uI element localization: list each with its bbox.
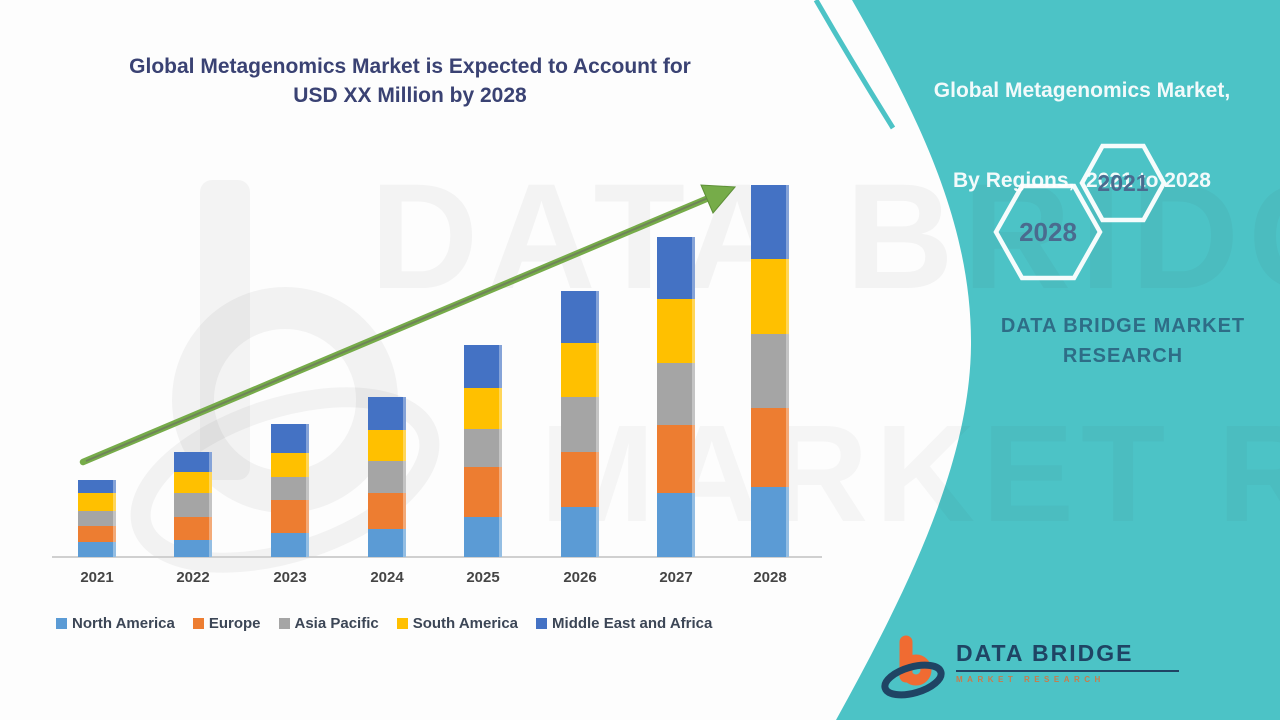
x-axis-label: 2026 [563,569,597,586]
chart-title: Global Metagenomics Market is Expected t… [60,52,760,110]
bar-segment [561,452,599,507]
bar-segment [657,237,695,299]
bar-segment [271,424,309,453]
bar-column-2023 [271,424,309,557]
bar-segment [657,493,695,557]
legend-label: Europe [208,615,261,632]
chart-title-line1: Global Metagenomics Market is Expected t… [129,55,691,78]
bar-segment [174,493,212,517]
legend-swatch [536,618,548,629]
bar-segment [368,397,406,430]
legend-label: Asia Pacific [294,615,379,632]
legend-swatch [396,618,408,629]
x-axis-label: 2025 [466,569,500,586]
bar-segment [368,430,406,461]
logo-tagline: MARKET RESEARCH [956,675,1105,684]
bar-segment [751,185,789,259]
bar-segment [464,345,502,388]
bar-segment [271,500,309,533]
teal-accent-curve [813,0,896,130]
legend-item: South America [396,615,519,632]
x-axis-label: 2022 [176,569,210,586]
legend-label: South America [412,615,519,632]
bar-segment [657,425,695,493]
legend-swatch [192,618,204,629]
bar-segment [561,397,599,452]
bar-segment [751,259,789,334]
bar-segment [657,363,695,425]
brand-text-line2: RESEARCH [1062,345,1184,367]
bar-segment [464,388,502,429]
bar-column-2021 [78,480,116,557]
bar-segment [174,452,212,472]
bar-segment [464,429,502,467]
bar-column-2028 [751,185,789,557]
bar-segment [174,540,212,557]
bar-segment [751,334,789,408]
panel-title-line1: Global Metagenomics Market, [933,79,1231,102]
x-axis-label: 2028 [753,569,787,586]
bar-column-2024 [368,397,406,557]
bar-column-2027 [657,237,695,557]
x-axis-label: 2024 [370,569,404,586]
bar-segment [561,291,599,343]
bar-segment [78,493,116,511]
bar-segment [271,533,309,557]
bar-segment [368,529,406,557]
legend-label: North America [72,615,175,632]
hexagon-2028 [993,183,1103,281]
hexagon-year-2028: 2028 [1019,217,1077,247]
bar-segment [561,507,599,557]
brand-text: DATA BRIDGE MARKET RESEARCH [958,311,1280,371]
legend: North America Europe Asia Pacific South Ame… [56,615,712,632]
chart-title-line2: USD XX Million by 2028 [293,84,527,107]
bar-column-2022 [174,452,212,557]
bar-segment [78,480,116,493]
legend-item: Middle East and Africa [536,615,712,632]
legend-label: Middle East and Africa [552,615,713,632]
bar-segment [78,511,116,526]
bar-segment [271,453,309,477]
legend-item: Asia Pacific [278,615,379,632]
bar-segment [751,487,789,557]
bar-segment [368,461,406,493]
brand-text-line1: DATA BRIDGE MARKET [1000,315,1246,337]
bar-segment [464,467,502,517]
hexagon-2021 [1079,143,1167,223]
trend-arrow [79,184,737,466]
x-axis-label: 2021 [80,569,114,586]
bar-segment [78,542,116,557]
bar-column-2025 [464,345,502,557]
legend-item: North America [56,615,175,632]
hexagon-outlines [993,143,1167,281]
bar-segment [174,472,212,493]
bar-segment [78,526,116,542]
data-bridge-logo-icon [881,635,945,699]
legend-swatch [278,618,290,629]
data-bridge-logo: DATA BRIDGE MARKET RESEARCH [876,630,1180,706]
bar-segment [271,477,309,500]
logo-text-block: DATA BRIDGE MARKET RESEARCH [956,640,1180,684]
bar-segment [751,408,789,487]
bar-segment [174,517,212,540]
bar-segment [368,493,406,529]
bar-segment [561,343,599,397]
legend-swatch [56,618,67,629]
x-axis-label: 2027 [659,569,693,586]
x-axis-line [52,556,822,558]
x-axis-label: 2023 [273,569,307,586]
hexagon-year-2021: 2021 [1097,170,1149,196]
legend-item: Europe [192,615,261,632]
logo-name: DATA BRIDGE [956,640,1180,672]
bar-segment [657,299,695,363]
bar-column-2026 [561,291,599,557]
bar-segment [464,517,502,557]
